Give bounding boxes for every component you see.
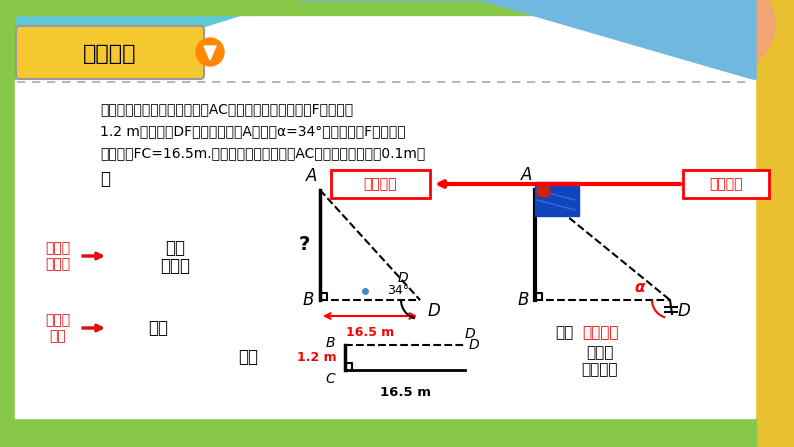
Polygon shape [300, 0, 756, 80]
Text: B: B [303, 291, 314, 309]
Bar [0, 0, 15, 447]
Text: 性质: 性质 [49, 329, 67, 343]
Bar [537, 184, 549, 196]
Ellipse shape [555, 286, 625, 334]
Text: B: B [518, 291, 529, 309]
Text: D: D [428, 302, 441, 320]
Text: 三角形: 三角形 [160, 257, 190, 275]
Text: 物的测量: 物的测量 [582, 363, 619, 378]
Circle shape [196, 38, 224, 66]
Bar [0, 418, 756, 447]
Text: 矩形: 矩形 [238, 348, 258, 366]
Text: 1.2 m的测角仪DF测得旗杆顶部A的仰角α=34°，再量出点F到旗杆的: 1.2 m的测角仪DF测得旗杆顶部A的仰角α=34°，再量出点F到旗杆的 [100, 124, 406, 138]
Text: D: D [469, 338, 480, 352]
Ellipse shape [618, 301, 698, 359]
Text: D: D [398, 271, 409, 285]
Ellipse shape [615, 329, 685, 381]
FancyBboxPatch shape [683, 170, 769, 198]
Text: 解直角: 解直角 [45, 241, 71, 255]
Text: A: A [522, 166, 533, 184]
Bar [535, 182, 579, 216]
Text: 矩形: 矩形 [148, 319, 168, 337]
Ellipse shape [592, 289, 668, 341]
Text: 16.5 m: 16.5 m [346, 326, 394, 339]
Bar [15, 80, 755, 418]
FancyBboxPatch shape [331, 170, 430, 198]
Text: 16.5 m: 16.5 m [380, 386, 430, 399]
Text: D: D [678, 302, 691, 320]
Text: 水平距离FC=16.5m.请你帮助他计算出旗杆AC的高（结果精确到0.1m）: 水平距离FC=16.5m.请你帮助他计算出旗杆AC的高（结果精确到0.1m） [100, 146, 426, 160]
Text: ?: ? [299, 236, 310, 254]
Text: 三角形: 三角形 [45, 257, 71, 271]
Ellipse shape [498, 315, 572, 375]
Text: A: A [306, 167, 318, 185]
Ellipse shape [522, 298, 677, 383]
FancyBboxPatch shape [16, 26, 204, 79]
Text: 直角: 直角 [165, 239, 185, 257]
Circle shape [685, 0, 775, 70]
Text: ．: ． [100, 170, 110, 188]
Text: 实际问题: 实际问题 [709, 177, 742, 191]
Text: 底部: 底部 [555, 325, 573, 341]
Text: 34°: 34° [387, 283, 409, 296]
Text: D: D [465, 327, 476, 341]
Text: 可以到达: 可以到达 [582, 325, 619, 341]
Text: 如图，某同学在测量学校旗杆AC的高度时，先在测量点F处用高为: 如图，某同学在测量学校旗杆AC的高度时，先在测量点F处用高为 [100, 102, 353, 116]
Text: 矩形的: 矩形的 [45, 313, 71, 327]
Bar [0, 0, 794, 15]
Polygon shape [0, 0, 290, 90]
Text: 的建筑: 的建筑 [586, 346, 614, 360]
Text: C: C [326, 372, 335, 386]
Text: α: α [634, 281, 646, 295]
Bar [756, 0, 794, 447]
Text: 数学模型: 数学模型 [363, 177, 397, 191]
Polygon shape [204, 46, 216, 60]
Text: B: B [326, 336, 335, 350]
Text: 1.2 m: 1.2 m [297, 351, 337, 364]
Ellipse shape [518, 295, 588, 345]
Text: 新课导入: 新课导入 [83, 44, 137, 64]
